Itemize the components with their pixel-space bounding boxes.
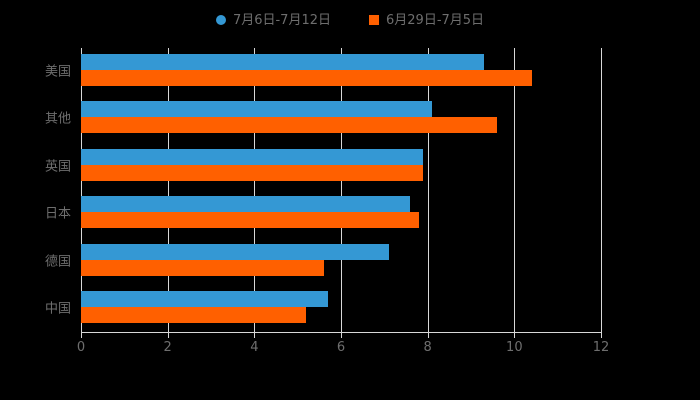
gridline <box>254 48 256 333</box>
gridline <box>167 48 169 333</box>
x-tick <box>341 333 342 338</box>
legend-label-series-1: 6月29日-7月5日 <box>386 12 485 28</box>
bar[interactable] <box>81 307 307 324</box>
chart-legend: 7月6日-7月12日 6月29日-7月5日 <box>0 8 700 32</box>
x-tick <box>254 333 256 338</box>
legend-label-series-0: 7月6日-7月12日 <box>232 12 331 28</box>
x-tick-label: 12 <box>592 340 610 355</box>
bar[interactable] <box>81 164 424 181</box>
bar[interactable] <box>81 148 424 165</box>
y-category-label-text: 美国 <box>44 64 71 80</box>
x-tick <box>601 333 602 338</box>
gridline <box>427 48 429 333</box>
bar[interactable] <box>81 259 324 276</box>
gridline <box>341 48 342 333</box>
x-tick <box>427 333 429 338</box>
x-tick <box>167 333 169 338</box>
y-category-label-text: 其他 <box>44 111 71 127</box>
x-tick <box>81 333 82 338</box>
y-axis-line <box>81 48 82 333</box>
bar[interactable] <box>81 291 328 308</box>
bar[interactable] <box>81 53 484 70</box>
y-category-label-text: 英国 <box>44 159 71 175</box>
bar[interactable] <box>81 101 432 118</box>
gridline <box>514 48 516 333</box>
y-category-label-text: 德国 <box>44 254 71 270</box>
x-tick-label: 0 <box>76 340 86 355</box>
x-tick-label: 8 <box>423 340 432 355</box>
legend-dot-icon <box>215 15 226 25</box>
bar[interactable] <box>81 243 389 260</box>
x-tick-label: 6 <box>336 340 346 355</box>
bar[interactable] <box>81 196 411 213</box>
x-tick-label: 2 <box>163 340 172 355</box>
bar[interactable] <box>81 212 419 229</box>
y-category-label-text: 日本 <box>44 206 71 222</box>
legend-square-icon <box>369 15 379 25</box>
x-tick-label: 10 <box>506 340 523 355</box>
bar[interactable] <box>81 117 497 134</box>
y-category-label-text: 中国 <box>44 301 71 317</box>
bar[interactable] <box>81 69 532 86</box>
gridline <box>601 48 602 333</box>
plot-area: 0 2 4 6 8 10 12 美国其他英国日本德国中国 <box>45 48 609 355</box>
x-tick <box>514 333 516 338</box>
legend-item-series-0[interactable]: 7月6日-7月12日 <box>215 12 331 28</box>
x-tick-label: 4 <box>250 340 259 355</box>
legend-item-series-1[interactable]: 6月29日-7月5日 <box>369 14 484 27</box>
